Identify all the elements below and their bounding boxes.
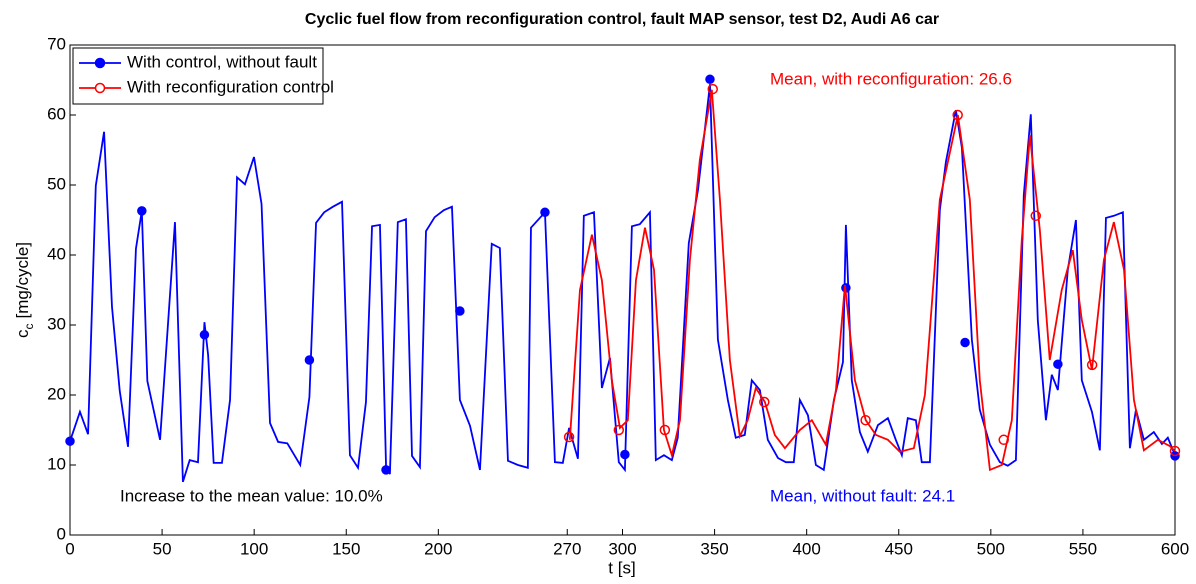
marker xyxy=(620,449,630,460)
legend-label: With reconfiguration control xyxy=(127,77,334,96)
marker xyxy=(960,337,970,348)
marker xyxy=(1053,359,1063,369)
marker xyxy=(1030,210,1042,222)
x-tick-label: 600 xyxy=(1161,539,1189,558)
marker xyxy=(759,396,770,408)
x-tick-label: 500 xyxy=(977,539,1005,558)
marker xyxy=(707,83,718,95)
legend-marker xyxy=(94,82,106,94)
x-tick-label: 300 xyxy=(608,539,636,558)
annotation: Increase to the mean value: 10.0% xyxy=(120,486,383,505)
marker xyxy=(137,206,147,216)
marker xyxy=(1169,445,1181,457)
legend-box xyxy=(72,47,324,105)
y-label-symbol: c xyxy=(13,329,32,338)
marker xyxy=(860,414,871,426)
marker xyxy=(659,424,671,436)
y-tick-label: 20 xyxy=(47,384,66,403)
plot-area xyxy=(69,44,1176,536)
y-tick-label: 30 xyxy=(47,314,66,333)
chart-title: Cyclic fuel flow from reconfiguration co… xyxy=(305,11,939,28)
y-tick-label: 60 xyxy=(47,104,66,123)
marker xyxy=(563,431,575,443)
y-tick-label: 10 xyxy=(47,454,66,473)
annotation: Mean, with reconfiguration: 26.6 xyxy=(770,69,1012,88)
x-tick-label: 150 xyxy=(332,539,360,558)
marker xyxy=(381,465,391,475)
marker xyxy=(998,434,1009,446)
marker xyxy=(1086,359,1098,371)
marker xyxy=(65,436,75,446)
y-label-unit: [mg/cycle] xyxy=(13,242,32,319)
y-tick-label: 50 xyxy=(47,174,66,193)
legend-label: With control, without fault xyxy=(127,52,317,71)
y-tick-label: 40 xyxy=(47,244,66,263)
y-axis-label: cc [mg/cycle] xyxy=(13,242,36,338)
x-tick-label: 400 xyxy=(792,539,820,558)
x-tick-label: 450 xyxy=(885,539,913,558)
x-tick-label: 100 xyxy=(240,539,268,558)
series-line xyxy=(568,89,1176,472)
annotation: Mean, without fault: 24.1 xyxy=(770,486,955,505)
x-tick-label: 270 xyxy=(553,539,581,558)
x-tick-label: 200 xyxy=(424,539,452,558)
x-tick-label: 550 xyxy=(1069,539,1097,558)
marker xyxy=(613,424,625,436)
y-tick-label: 70 xyxy=(47,34,66,53)
y-tick-label: 0 xyxy=(57,524,66,543)
legend-marker xyxy=(94,57,106,69)
marker xyxy=(199,330,210,340)
marker xyxy=(455,306,465,316)
marker xyxy=(952,109,963,121)
marker xyxy=(540,207,550,218)
marker xyxy=(304,355,315,365)
y-label-subscript: c xyxy=(22,324,36,330)
x-tick-label: 350 xyxy=(700,539,728,558)
x-tick-label: 0 xyxy=(65,539,74,558)
x-axis-label: t [s] xyxy=(608,558,635,577)
marker xyxy=(705,74,715,85)
series-line xyxy=(69,84,1176,483)
x-tick-label: 50 xyxy=(153,539,172,558)
